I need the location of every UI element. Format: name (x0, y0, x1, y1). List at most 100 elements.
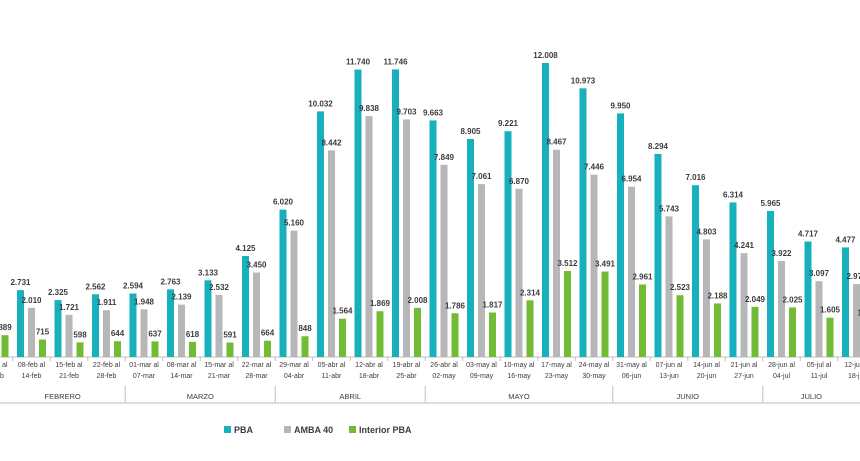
value-label-amba-40: 8.467 (546, 138, 567, 147)
bar-interior-pba (76, 342, 84, 357)
x-tick-label: 19-abr al (393, 362, 421, 369)
bar-amba-40 (103, 310, 110, 357)
x-tick-label: 28-feb (97, 373, 117, 380)
bar-interior-pba (114, 341, 121, 357)
x-tick-label: 22-mar al (242, 362, 272, 369)
legend-swatch (349, 426, 356, 433)
x-tick-label: 12-abr al (355, 362, 383, 369)
value-label-interior-pba: 2.025 (782, 295, 803, 304)
bar-pba (54, 300, 62, 357)
value-label-pba: 10.032 (308, 99, 333, 108)
value-label-amba-40: 3.922 (771, 249, 792, 258)
value-label-interior-pba: 2.961 (632, 273, 653, 282)
value-label-amba-40: 4.241 (734, 241, 755, 250)
value-label-amba-40: 1.948 (134, 297, 155, 306)
value-label-pba: 7.016 (685, 173, 706, 182)
value-label-amba-40: 6.870 (509, 177, 530, 186)
value-label-interior-pba: 848 (298, 324, 312, 333)
bar-pba (204, 280, 212, 357)
x-tick-label: 08-feb al (18, 362, 46, 369)
value-labels-layer: 682.7312.3252.5622.5942.7633.1334.1256.0… (0, 51, 860, 340)
bar-amba-40 (290, 230, 298, 357)
value-label-interior-pba: 1.605 (820, 306, 841, 315)
value-label-pba: 12.008 (533, 51, 558, 60)
x-tick-label: 06-jun (622, 373, 642, 380)
x-tick-label: 01-mar al (129, 362, 159, 369)
bar-interior-pba (676, 295, 684, 357)
value-label-amba-40: 7.446 (584, 163, 605, 172)
bar-pba (17, 290, 24, 357)
legend: PBA AMBA 40 Interior PBA (224, 425, 412, 435)
bar-pba (279, 209, 287, 357)
value-label-pba: 8.294 (648, 142, 669, 151)
bar-amba-40 (478, 184, 485, 357)
bar-amba-40 (253, 272, 260, 357)
bar-pba (504, 131, 512, 357)
x-tick-label: 18-jul (848, 373, 860, 380)
x-tick-label: 18-abr (359, 373, 380, 380)
bar-amba-40 (140, 309, 148, 357)
value-label-interior-pba: 644 (111, 329, 125, 338)
value-label-pba: 5.965 (760, 199, 781, 208)
x-tick-label: 15-mar al (204, 362, 234, 369)
value-label-amba-40: 2.977 (846, 272, 860, 281)
bar-interior-pba (264, 340, 271, 357)
value-label-pba: 4.717 (798, 230, 819, 239)
bar-interior-pba (564, 271, 571, 357)
value-label-amba-40: 2.010 (21, 296, 42, 305)
x-tick-label: 03-may al (466, 362, 497, 369)
x-tick-label: 07-jun al (656, 362, 683, 369)
bar-interior-pba (714, 303, 721, 357)
x-tick-label: 28-jun al (768, 362, 795, 369)
month-label: MARZO (187, 392, 214, 401)
bar-amba-40 (740, 253, 748, 357)
tick-labels-layer: 01-feb al 07-feb 08-feb al 14-feb 15-feb al 2… (0, 357, 860, 380)
x-tick-label: 02-may (432, 373, 456, 380)
bar-amba-40 (553, 149, 560, 357)
bar-amba-40 (365, 116, 373, 357)
value-label-amba-40: 3.097 (809, 269, 830, 278)
bars-layer (1, 63, 860, 358)
bar-interior-pba (751, 306, 759, 357)
value-label-amba-40: 5.743 (659, 204, 680, 213)
value-label-pba: 9.950 (610, 101, 631, 110)
value-label-pba: 6.020 (273, 198, 294, 207)
bar-pba (392, 69, 399, 357)
value-label-interior-pba: 637 (148, 329, 162, 338)
x-tick-label: 17-may al (541, 362, 572, 369)
bar-pba (692, 185, 699, 357)
bar-amba-40 (215, 295, 223, 357)
bar-interior-pba (151, 341, 159, 357)
x-tick-label: 21-jun al (731, 362, 758, 369)
value-label-interior-pba: 3.491 (595, 260, 616, 269)
month-label: MAYO (508, 392, 530, 401)
x-tick-label: 12-jul al (844, 362, 860, 369)
bar-interior-pba (601, 271, 609, 357)
value-label-pba: 2.562 (85, 282, 106, 291)
bar-amba-40 (853, 284, 860, 357)
bar-amba-40 (815, 281, 823, 357)
legend-label: AMBA 40 (294, 425, 333, 435)
x-tick-label: 21-mar (208, 373, 231, 380)
bar-pba (167, 289, 174, 357)
bar-amba-40 (440, 164, 448, 357)
legend-swatch (224, 426, 231, 433)
bar-pba (842, 247, 849, 357)
x-tick-label: 20-jun (697, 373, 717, 380)
value-label-amba-40: 7.061 (471, 172, 492, 181)
bar-amba-40 (778, 260, 785, 357)
value-label-amba-40: 3.450 (246, 261, 267, 270)
value-label-pba: 4.125 (235, 244, 256, 253)
bar-amba-40 (403, 119, 410, 358)
bar-interior-pba (226, 342, 234, 357)
value-label-amba-40: 8.442 (321, 138, 342, 147)
bar-interior-pba (451, 313, 459, 357)
value-label-interior-pba: 664 (261, 329, 275, 338)
value-label-amba-40: 4.803 (696, 227, 717, 236)
bar-interior-pba (789, 307, 796, 357)
bar-interior-pba (489, 312, 496, 357)
bar-interior-pba (189, 341, 196, 357)
value-label-interior-pba: 2.523 (670, 283, 691, 292)
bar-pba (317, 111, 324, 357)
bar-pba (429, 120, 437, 357)
